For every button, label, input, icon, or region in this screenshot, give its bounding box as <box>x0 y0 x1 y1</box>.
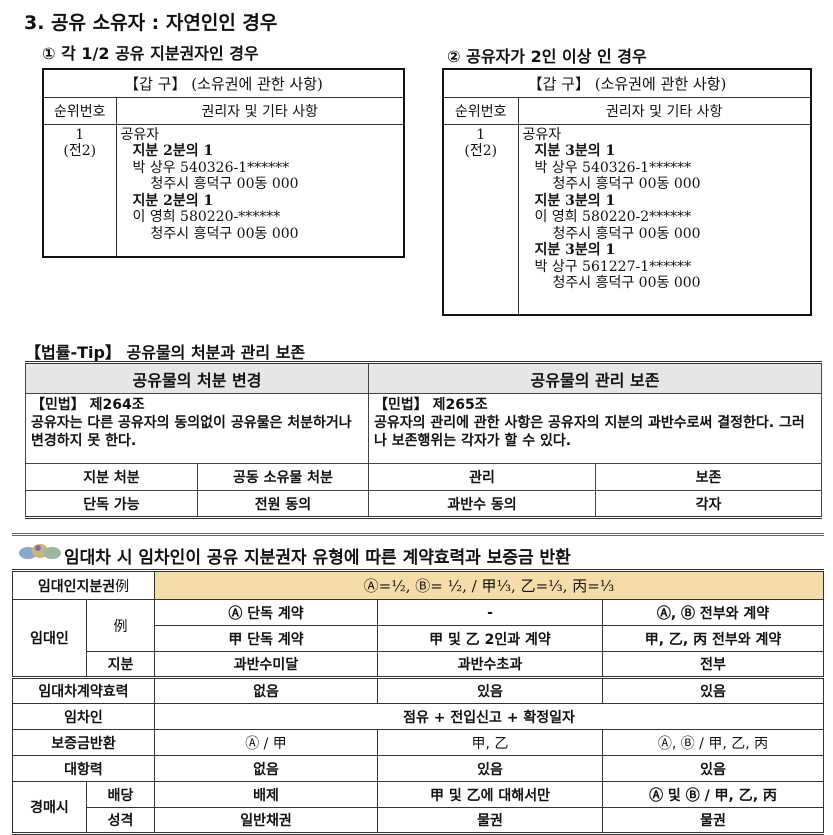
case2-register-table: 【갑 구】 (소유권에 관한 사항) 순위번호 권리자 및 기타 사항 1 (전2)… <box>442 68 812 316</box>
label: 임대인지분권 <box>37 578 116 595</box>
cell: 甲 및 乙 2인과 계약 <box>377 625 603 652</box>
owner-name: 박 상우 540326-1****** <box>132 159 290 176</box>
cell: 공동 소유물 처분 <box>197 463 369 491</box>
table-title: 【갑 구】 (소유권에 관한 사항) <box>442 68 812 98</box>
owner-cell: 공유자 지분 2분의 1 박 상우 540326-1****** 청주시 흥덕구… <box>115 123 405 258</box>
owner-label: 공유자 <box>522 126 562 143</box>
lessor-label: 임대인 <box>12 599 87 678</box>
cell: 전원 동의 <box>197 490 369 518</box>
cell: 관리 <box>368 463 596 491</box>
owner-label: 공유자 <box>120 126 160 143</box>
rank-cell: 1 (전2) <box>442 123 519 316</box>
table-title: 【갑 구】 (소유권에 관한 사항) <box>42 68 405 98</box>
cell: Ⓐ, Ⓑ 전부와 계약 <box>602 599 824 626</box>
divider <box>12 533 824 536</box>
cell: Ⓐ / 甲 <box>154 729 378 756</box>
owner-address: 청주시 흥덕구 00동 000 <box>552 225 701 242</box>
cell: 배제 <box>154 781 378 808</box>
owner-name: 박 상구 561227-1****** <box>534 258 692 275</box>
row-label: 대항력 <box>12 755 155 782</box>
row-label: 임차인 <box>12 703 155 730</box>
col-header: 권리자 및 기타 사항 <box>517 96 812 125</box>
share: 지분 3분의 1 <box>534 242 616 258</box>
cell: 과반수초과 <box>377 651 603 678</box>
cell: 있음 <box>377 755 603 782</box>
cell: 없음 <box>154 755 378 782</box>
example-label: 例 <box>86 599 155 652</box>
decorative-illustration-icon <box>18 542 62 560</box>
cell: 甲 및 乙에 대해서만 <box>377 781 603 808</box>
law-text: 공유자는 다른 공유자의 동의없이 공유물은 처분하거나 변경하지 못 한다. <box>31 415 352 449</box>
cell: Ⓐ 및 Ⓑ / 甲, 乙, 丙 <box>602 781 824 808</box>
cell: 각자 <box>595 490 822 518</box>
cell: 과반수미달 <box>154 651 378 678</box>
owner-address: 청주시 흥덕구 00동 000 <box>552 275 701 291</box>
row-label: 성격 <box>86 807 155 834</box>
cell: 과반수 동의 <box>368 490 596 518</box>
cell: 보존 <box>595 463 822 491</box>
share: 지분 3분의 1 <box>534 143 616 159</box>
rank: 1 <box>75 126 85 143</box>
share: 지분 3분의 1 <box>534 192 616 209</box>
row-label: 보증금반환 <box>12 729 155 756</box>
cell: 단독 가능 <box>25 490 198 518</box>
tip-header-right: 공유물의 관리 보존 <box>368 362 822 394</box>
cell: 甲 단독 계약 <box>154 625 378 652</box>
cell: 있음 <box>602 755 824 782</box>
cell: 전부 <box>602 651 824 678</box>
col-header: 순위번호 <box>442 96 519 125</box>
case2-heading: ② 공유자가 2인 이상 인 경우 <box>447 47 647 66</box>
owner-address: 청주시 흥덕구 00동 000 <box>552 176 701 192</box>
share: 지분 2분의 1 <box>132 192 214 209</box>
owner-address: 청주시 흥덕구 00동 000 <box>150 225 299 242</box>
cell: 있음 <box>602 677 824 704</box>
cell: 점유 + 전입신고 + 확정일자 <box>154 703 824 730</box>
cell: Ⓐ 단독 계약 <box>154 599 378 626</box>
law-ref: 【민법】 제264조 <box>31 397 145 413</box>
tip-header-left: 공유물의 처분 변경 <box>25 362 369 394</box>
row-label: 경매시 <box>12 781 87 834</box>
cell: 지분 처분 <box>25 463 198 491</box>
cell: 없음 <box>154 677 378 704</box>
share-value: Ⓐ=½, Ⓑ= ½, / 甲⅓, 乙=⅓, 丙=⅓ <box>154 570 824 600</box>
case1-register-table: 【갑 구】 (소유권에 관한 사항) 순위번호 권리자 및 기타 사항 1 (전2)… <box>42 68 405 258</box>
tip-heading: 【법률-Tip】 공유물의 처분과 관리 보존 <box>25 343 306 362</box>
cell: 甲, 乙 <box>377 729 603 756</box>
case1-heading: ① 각 1/2 공유 지분권자인 경우 <box>42 44 259 63</box>
col-header: 권리자 및 기타 사항 <box>115 96 405 125</box>
cell: 물권 <box>377 807 603 834</box>
owner-name: 박 상우 540326-1****** <box>534 159 692 176</box>
rank: 1 <box>476 126 486 143</box>
rank-sub: (전2) <box>464 142 498 159</box>
cell: 일반채권 <box>154 807 378 834</box>
share: 지분 2분의 1 <box>132 143 214 159</box>
cell: 있음 <box>377 677 603 704</box>
cell: Ⓐ, Ⓑ / 甲, 乙, 丙 <box>602 729 824 756</box>
cell: 물권 <box>602 807 824 834</box>
law-ref: 【민법】 제265조 <box>374 397 488 413</box>
rank-cell: 1 (전2) <box>42 123 117 258</box>
owner-name: 이 영희 580220-****** <box>132 209 281 225</box>
owner-name: 이 영희 580220-2****** <box>534 209 692 225</box>
row-label: 배당 <box>86 781 155 808</box>
col-header: 순위번호 <box>42 96 117 125</box>
example-mark: 例 <box>115 578 130 595</box>
lease-table: 임대인지분권例 Ⓐ=½, Ⓑ= ½, / 甲⅓, 乙=⅓, 丙=⅓ 임대인 例 Ⓐ… <box>12 569 824 835</box>
cell: - <box>377 599 603 626</box>
row-label: 지분 <box>86 651 155 678</box>
owner-cell: 공유자 지분 3분의 1 박 상우 540326-1****** 청주시 흥덕구… <box>517 123 812 316</box>
law-text: 공유자의 관리에 관한 사항은 공유자의 지분의 과반수로써 결정한다. 그러나… <box>374 415 805 449</box>
cell: 甲, 乙, 丙 전부와 계약 <box>602 625 824 652</box>
lease-heading: 임대차 시 임차인이 공유 지분권자 유형에 따른 계약효력과 보증금 반환 <box>64 548 571 568</box>
rank-sub: (전2) <box>63 142 97 159</box>
row-label: 임대차계약효력 <box>12 677 155 704</box>
share-label: 임대인지분권例 <box>12 570 155 600</box>
page-title: 3. 공유 소유자 : 자연인인 경우 <box>24 12 278 34</box>
owner-address: 청주시 흥덕구 00동 000 <box>150 176 299 192</box>
